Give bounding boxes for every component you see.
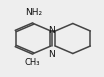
Text: N: N: [48, 26, 54, 35]
Text: NH₂: NH₂: [25, 8, 42, 17]
Text: CH₃: CH₃: [24, 58, 40, 67]
Text: N: N: [48, 50, 55, 59]
